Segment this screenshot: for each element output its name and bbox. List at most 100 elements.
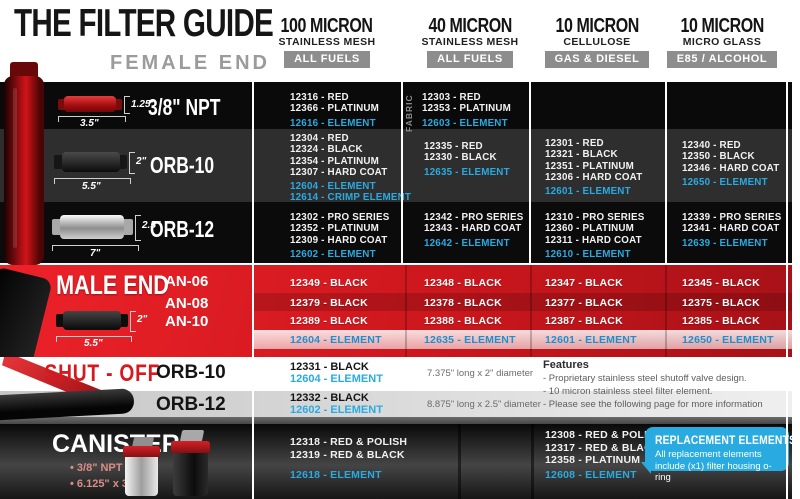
part-numbers: 12301 - RED 12321 - BLACK 12351 - PLATIN… [545,138,643,183]
cell-canister-100micron: 12318 - RED & POLISH 12319 - RED & BLACK… [290,436,407,481]
cell-npt-40micron: 12303 - RED 12353 - PLATINUM 12603 - ELE… [422,92,511,129]
length-dimension: 7" [90,248,101,259]
filter-body [63,311,121,330]
callout-tail [641,462,651,474]
divider [0,263,792,265]
canister-title: CANISTER [52,430,180,458]
column-media: STAINLESS MESH [278,36,376,48]
element-numbers: 12603 - ELEMENT [422,117,508,129]
male-row-stripe-dark [253,293,792,311]
divider-strip [0,417,792,424]
callout-body: All replacement elements include (x1) fi… [655,449,772,483]
element-numbers: 12650 - ELEMENT [682,176,768,188]
row-label-orb12: ORB-12 [150,216,215,242]
bottle-cap [10,62,38,80]
shutoff-orb12-size: 8.875" long x 2.5" diameter [427,399,541,410]
cell-an10-microglass: 12385 - BLACK [682,315,760,327]
shutoff-orb12-part: 12332 - BLACK [290,392,369,404]
page-right-margin [792,0,800,499]
dimension-line [130,311,136,332]
cell-an08-100micron: 12379 - BLACK [290,297,368,309]
column-micron: 10 MICRON [680,15,764,37]
row-label-an08: AN-08 [165,295,209,312]
element-numbers: 12616 - ELEMENT [290,117,376,129]
column-header-40-micron: 40 MICRON STAINLESS MESH ALL FUELS [390,16,550,68]
column-header-100-micron: 100 MICRON STAINLESS MESH ALL FUELS [247,16,407,68]
filter-cap [58,99,67,110]
length-dimension: 5.5" [84,338,103,349]
element-numbers: 12602 - ELEMENT [290,248,376,260]
features-list: - Proprietary stainless steel shutoff va… [543,373,763,410]
male-end-title: MALE END [56,270,169,300]
part-numbers: 12339 - PRO SERIES 12341 - HARD COAT [682,212,782,235]
filter-body [64,96,116,112]
dimension-line [52,245,139,251]
fuel-badge: ALL FUELS [427,51,513,68]
page-title: THE FILTER GUIDE [14,2,274,45]
fuel-badge: GAS & DIESEL [544,51,650,68]
cell-an08-cellulose: 12377 - BLACK [545,297,623,309]
row-band-npt [0,82,792,129]
filter-cap [116,155,127,169]
label-column-divider [252,82,254,499]
canister-red-cap [123,446,160,458]
cell-an10-100micron: 12389 - BLACK [290,315,368,327]
filter-cap [52,219,63,235]
cell-an08-40micron: 12378 - BLACK [424,297,502,309]
height-dimension: 2" [136,156,147,167]
right-edge-divider [786,82,788,499]
shutoff-orb10-size: 7.375" long x 2" diameter [427,368,534,379]
filter-cap [113,99,122,110]
fuel-badge: E85 / ALCOHOL [666,51,778,68]
row-label-an10: AN-10 [165,313,209,330]
part-numbers: 12302 - PRO SERIES 12352 - PLATINUM 1230… [290,212,390,246]
fuel-badge: ALL FUELS [284,51,370,68]
section-subtitle-female-end: FEMALE END [110,52,270,74]
row-label-shutoff-orb10: ORB-10 [156,362,226,383]
element-numbers: 12642 - ELEMENT [424,237,510,249]
element-an-microglass: 12650 - ELEMENT [682,334,774,346]
cell-orb10-microglass: 12340 - RED 12350 - BLACK 12346 - HARD C… [682,140,779,188]
cell-orb10-100micron: 12304 - RED 12324 - BLACK 12354 - PLATIN… [290,133,411,204]
cell-orb12-40micron: 12342 - PRO SERIES 12343 - HARD COAT 126… [424,212,523,249]
filter-cap [54,155,65,169]
cell-npt-100micron: 12316 - RED 12366 - PLATINUM 12616 - ELE… [290,92,379,129]
column-media: MICRO GLASS [682,36,762,48]
fabric-note: FABRIC [404,94,414,132]
part-numbers: 12318 - RED & POLISH 12319 - RED & BLACK [290,436,408,461]
red-fuel-filter-bottle-photo [0,62,50,265]
column-divider [405,265,407,357]
column-header-10-micron-micro-glass: 10 MICRON MICRO GLASS E85 / ALCOHOL [642,16,800,68]
canister-body-polish [125,457,158,496]
column-micron: 100 MICRON [280,15,374,37]
part-numbers: 12303 - RED 12353 - PLATINUM [422,92,512,115]
column-micron: 40 MICRON [428,15,512,37]
column-media: CELLULOSE [563,36,631,48]
part-numbers: 12310 - PRO SERIES 12360 - PLATINUM 1231… [545,212,645,246]
element-an-100micron: 12604 - ELEMENT [290,334,382,346]
row-label-npt: 3/8" NPT [148,94,221,120]
part-numbers: 12342 - PRO SERIES 12343 - HARD COAT [424,212,524,235]
features-title: Features [543,359,589,371]
filter-body [60,215,124,239]
filter-cap [118,314,128,327]
element-numbers: 12608 - ELEMENT [545,468,637,481]
cell-an06-microglass: 12345 - BLACK [682,277,760,289]
callout-title: REPLACEMENT ELEMENTS [655,433,797,447]
row-label-shutoff-orb12: ORB-12 [156,394,226,415]
bottle-body [4,76,44,265]
dimension-line [58,116,126,122]
cell-orb12-microglass: 12339 - PRO SERIES 12341 - HARD COAT 126… [682,212,781,249]
cell-an10-40micron: 12388 - BLACK [424,315,502,327]
element-numbers: 12635 - ELEMENT [424,166,510,178]
height-dimension: 1.25" [131,99,156,110]
part-numbers: 12316 - RED 12366 - PLATINUM [290,92,380,115]
column-divider [531,424,534,499]
filter-body [62,152,120,172]
element-numbers: 12601 - ELEMENT [545,186,631,198]
element-numbers: 12610 - ELEMENT [545,248,631,260]
column-divider [529,82,531,263]
cell-an06-cellulose: 12347 - BLACK [545,277,623,289]
element-an-cellulose: 12601 - ELEMENT [545,334,637,346]
